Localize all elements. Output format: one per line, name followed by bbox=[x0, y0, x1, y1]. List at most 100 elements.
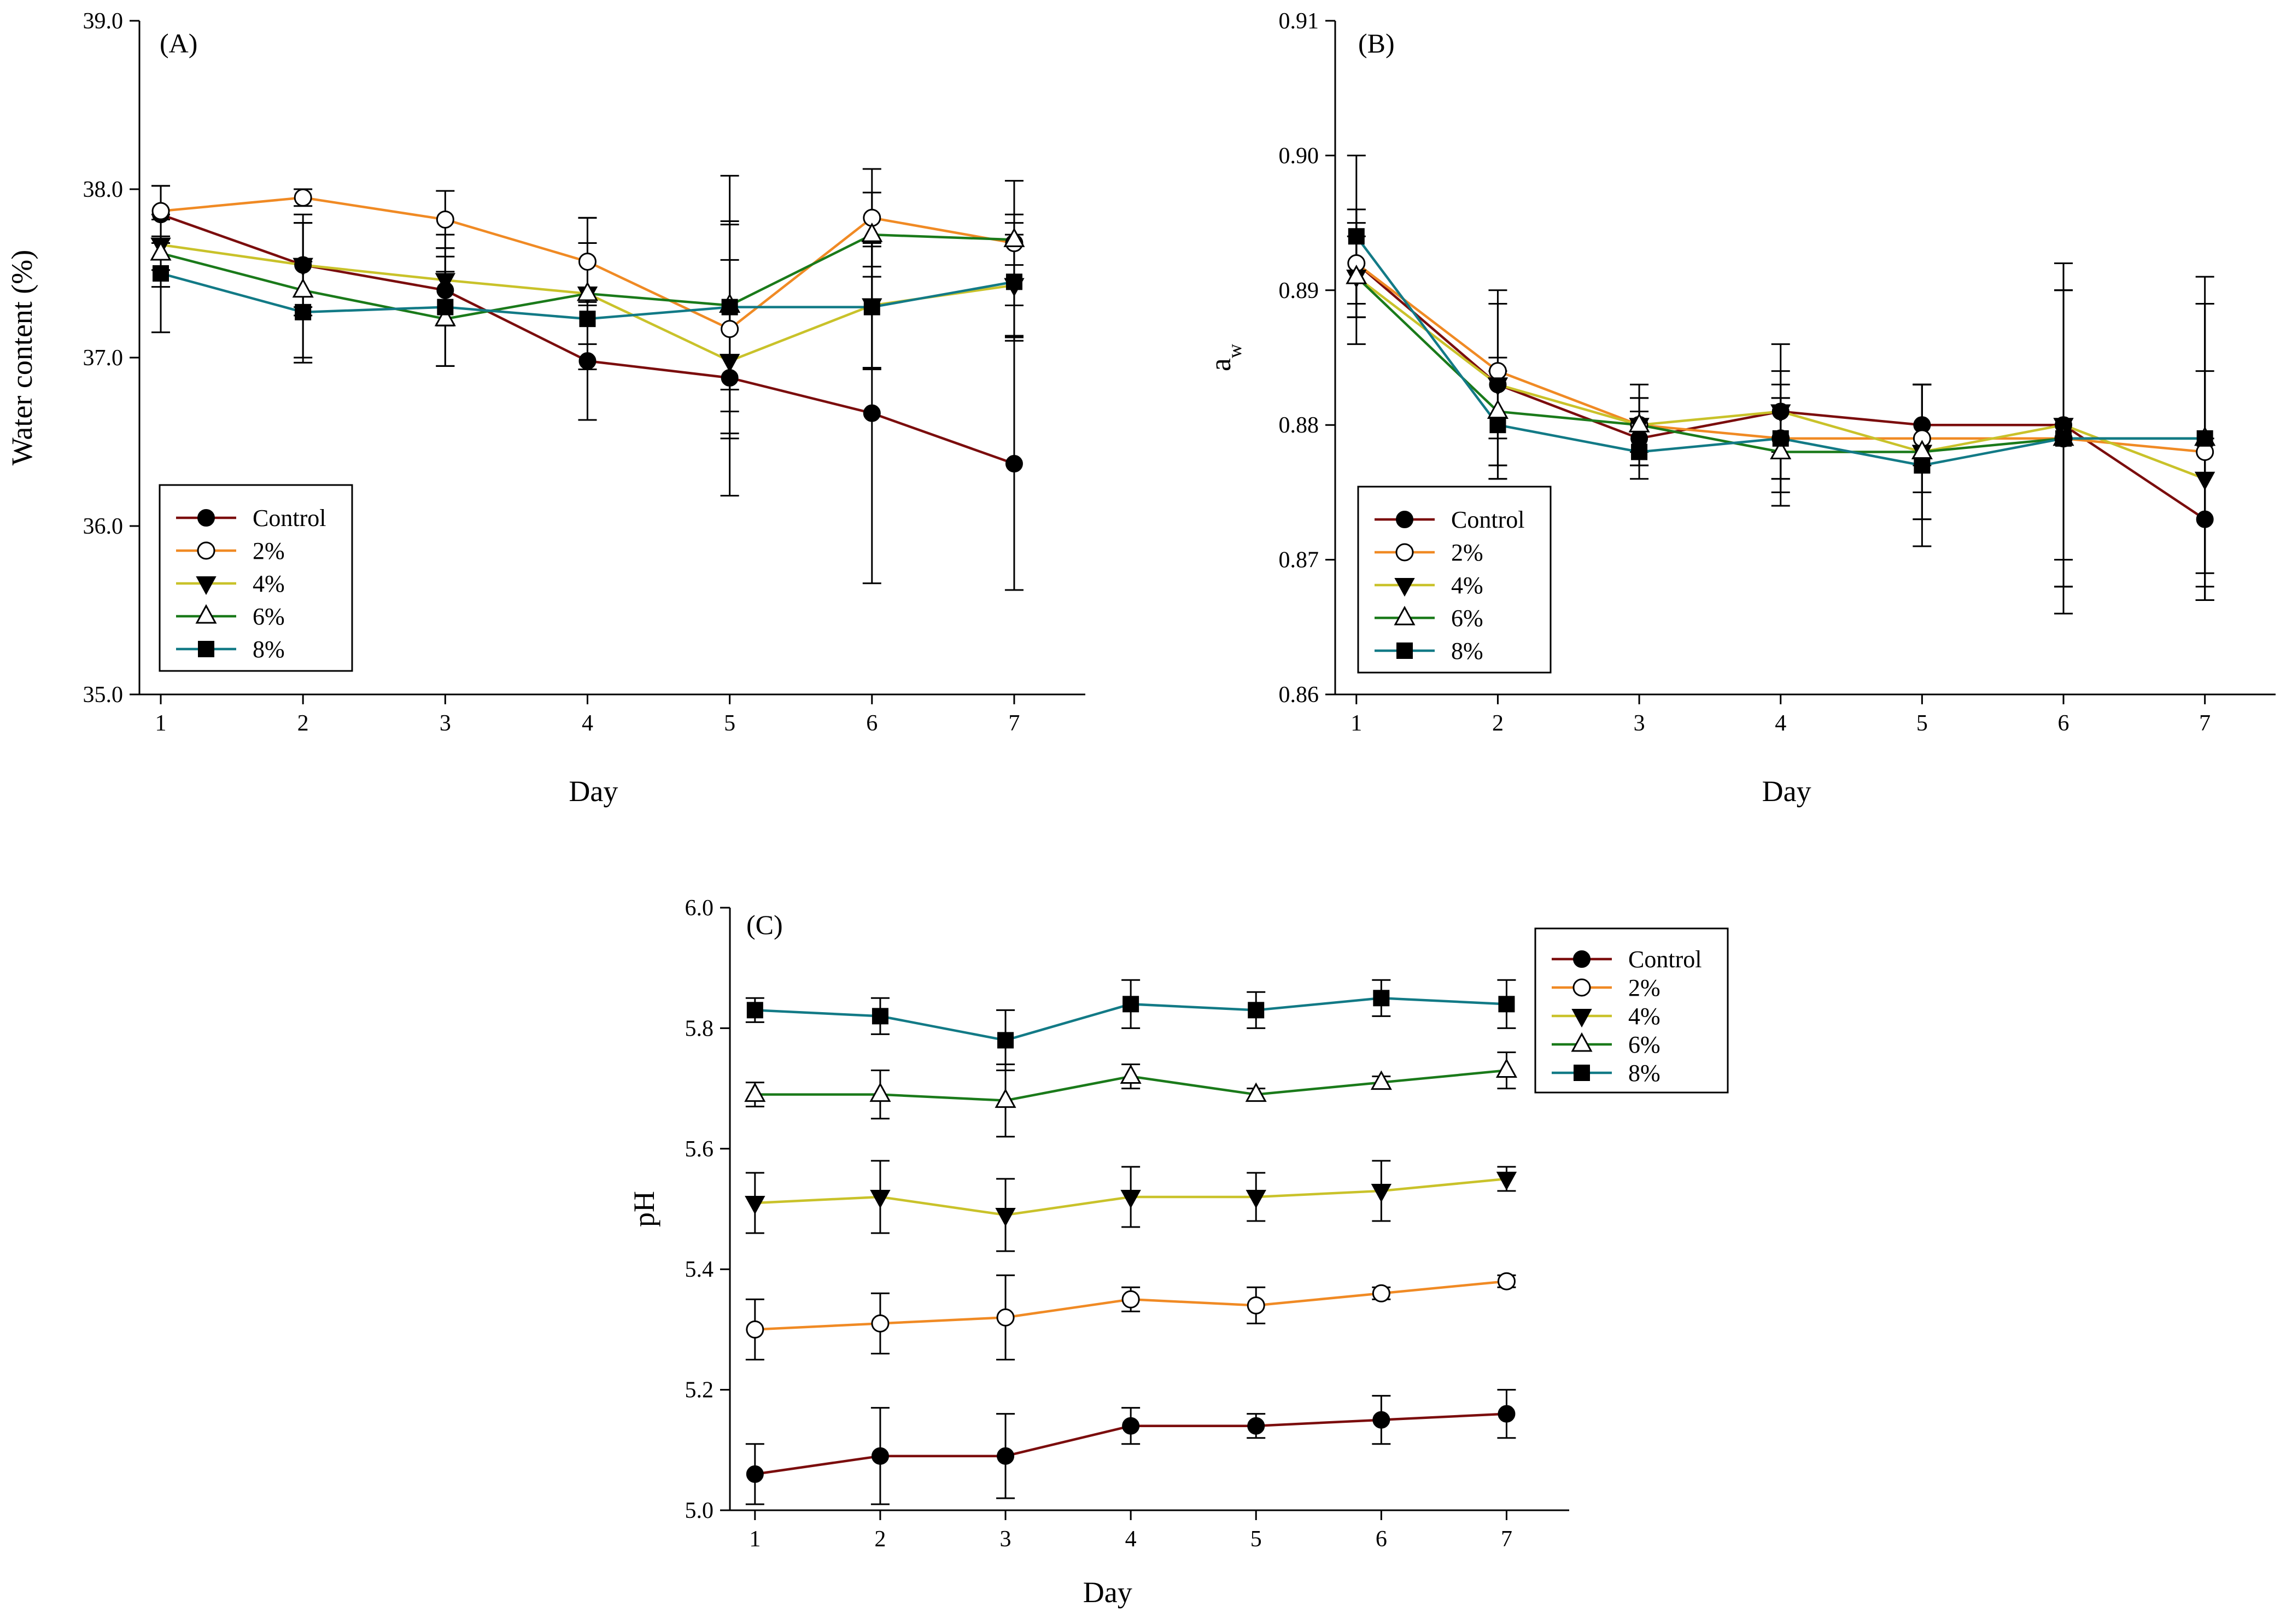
legend-box bbox=[159, 484, 353, 672]
legend-label: 6% bbox=[1628, 1031, 1660, 1058]
x-tick-label: 4 bbox=[582, 711, 593, 736]
legend-label: Control bbox=[1628, 946, 1702, 973]
data-point-4% bbox=[745, 1195, 765, 1215]
x-tick-label: 6 bbox=[2058, 711, 2069, 736]
data-point-8% bbox=[872, 1008, 888, 1025]
legend-marker bbox=[1394, 578, 1415, 597]
series-2% bbox=[745, 1274, 1516, 1360]
data-point-8% bbox=[1489, 417, 1506, 434]
y-tick-label: 35.0 bbox=[83, 682, 124, 708]
data-point-6% bbox=[1628, 413, 1650, 433]
data-point-8% bbox=[1498, 996, 1515, 1013]
data-point-6% bbox=[1495, 1058, 1517, 1078]
data-point-4% bbox=[1770, 404, 1791, 423]
data-point-Control bbox=[871, 1447, 889, 1465]
data-point-6% bbox=[576, 281, 599, 301]
legend-marker bbox=[1572, 978, 1591, 997]
legend-label: 8% bbox=[1451, 638, 1483, 664]
legend: Control 2% 4% 6% 8% bbox=[159, 484, 353, 672]
data-point-Control bbox=[1498, 1405, 1516, 1423]
data-point-6% bbox=[1346, 265, 1367, 284]
legend-label: 2% bbox=[1628, 974, 1660, 1001]
x-tick-label: 7 bbox=[1008, 711, 1020, 736]
legend-box bbox=[1357, 486, 1552, 674]
data-point-8% bbox=[1248, 1002, 1265, 1019]
data-point-4% bbox=[1487, 377, 1508, 396]
data-point-6% bbox=[434, 307, 456, 326]
data-point-6% bbox=[292, 278, 314, 298]
data-point-4% bbox=[1246, 1189, 1266, 1209]
data-point-4% bbox=[1371, 1183, 1392, 1203]
data-point-8% bbox=[746, 1002, 763, 1019]
chart-panel-0: 35.0 36.0 37.0 38.0 39.0 1 2 3 4 5 6 7 Day Water cont… bbox=[5, 9, 1085, 808]
y-tick-label: 39.0 bbox=[83, 9, 124, 34]
legend-marker bbox=[1573, 950, 1591, 968]
data-point-2% bbox=[151, 202, 170, 220]
x-tick-label: 3 bbox=[1000, 1527, 1011, 1552]
data-point-8% bbox=[2196, 430, 2213, 447]
legend-marker bbox=[1394, 605, 1416, 626]
data-point-6% bbox=[1003, 227, 1025, 247]
y-axis-title-subscript: w bbox=[1224, 344, 1246, 358]
y-tick-label: 6.0 bbox=[685, 896, 714, 921]
data-point-8% bbox=[997, 1032, 1014, 1049]
legend-marker bbox=[197, 509, 215, 527]
legend-label: Control bbox=[1451, 506, 1524, 533]
x-tick-label: 1 bbox=[155, 711, 167, 736]
data-point-Control bbox=[1372, 1411, 1390, 1429]
data-point-6% bbox=[1120, 1064, 1142, 1084]
x-tick-label: 5 bbox=[1250, 1527, 1262, 1552]
data-point-2% bbox=[871, 1314, 890, 1333]
y-tick-label: 0.90 bbox=[1279, 143, 1319, 168]
y-tick-label: 0.86 bbox=[1279, 682, 1319, 708]
legend-label: 6% bbox=[253, 603, 285, 630]
data-point-2% bbox=[436, 210, 454, 229]
y-tick-label: 0.91 bbox=[1279, 9, 1319, 34]
data-point-Control bbox=[997, 1447, 1015, 1465]
y-tick-label: 0.87 bbox=[1279, 548, 1319, 573]
data-point-2% bbox=[746, 1320, 764, 1339]
y-tick-label: 5.6 bbox=[685, 1137, 714, 1162]
x-tick-label: 2 bbox=[874, 1527, 886, 1552]
data-point-Control bbox=[578, 352, 597, 370]
panel-label: (A) bbox=[160, 28, 197, 59]
data-point-8% bbox=[295, 303, 312, 320]
data-point-8% bbox=[1772, 430, 1789, 447]
data-point-4% bbox=[719, 354, 740, 373]
data-point-6% bbox=[744, 1082, 766, 1102]
data-point-2% bbox=[996, 1308, 1015, 1327]
data-point-2% bbox=[1488, 362, 1507, 381]
data-point-Control bbox=[1247, 1417, 1265, 1435]
legend-label: 4% bbox=[253, 570, 285, 597]
x-axis-title: Day bbox=[569, 775, 618, 808]
legend-marker bbox=[198, 641, 214, 657]
legend-label: 4% bbox=[1451, 572, 1483, 599]
series-Control bbox=[745, 1389, 1516, 1505]
data-point-2% bbox=[721, 320, 739, 338]
x-tick-label: 3 bbox=[1634, 711, 1645, 736]
data-point-6% bbox=[1770, 440, 1792, 459]
data-point-Control bbox=[863, 404, 881, 422]
data-point-2% bbox=[294, 188, 312, 207]
data-point-8% bbox=[1348, 228, 1365, 245]
legend-marker bbox=[1396, 511, 1413, 528]
y-axis-title: Water content (%) bbox=[5, 250, 38, 465]
x-tick-label: 6 bbox=[1376, 1527, 1387, 1552]
y-tick-label: 0.89 bbox=[1279, 278, 1319, 303]
x-tick-label: 2 bbox=[1492, 711, 1504, 736]
data-point-4% bbox=[870, 1189, 891, 1209]
data-point-Control bbox=[746, 1465, 764, 1483]
legend-label: 8% bbox=[1628, 1060, 1660, 1086]
y-tick-label: 0.88 bbox=[1279, 413, 1319, 438]
panel-label: (C) bbox=[746, 909, 783, 940]
data-point-4% bbox=[1496, 1171, 1517, 1190]
legend-marker bbox=[195, 604, 217, 624]
data-point-8% bbox=[1914, 457, 1931, 474]
y-axis-title: pH bbox=[628, 1191, 660, 1227]
x-tick-label: 1 bbox=[749, 1527, 761, 1552]
x-tick-label: 1 bbox=[1350, 711, 1362, 736]
x-tick-label: 4 bbox=[1775, 711, 1786, 736]
legend-label: Control bbox=[253, 505, 326, 531]
y-tick-label: 5.2 bbox=[685, 1378, 714, 1403]
